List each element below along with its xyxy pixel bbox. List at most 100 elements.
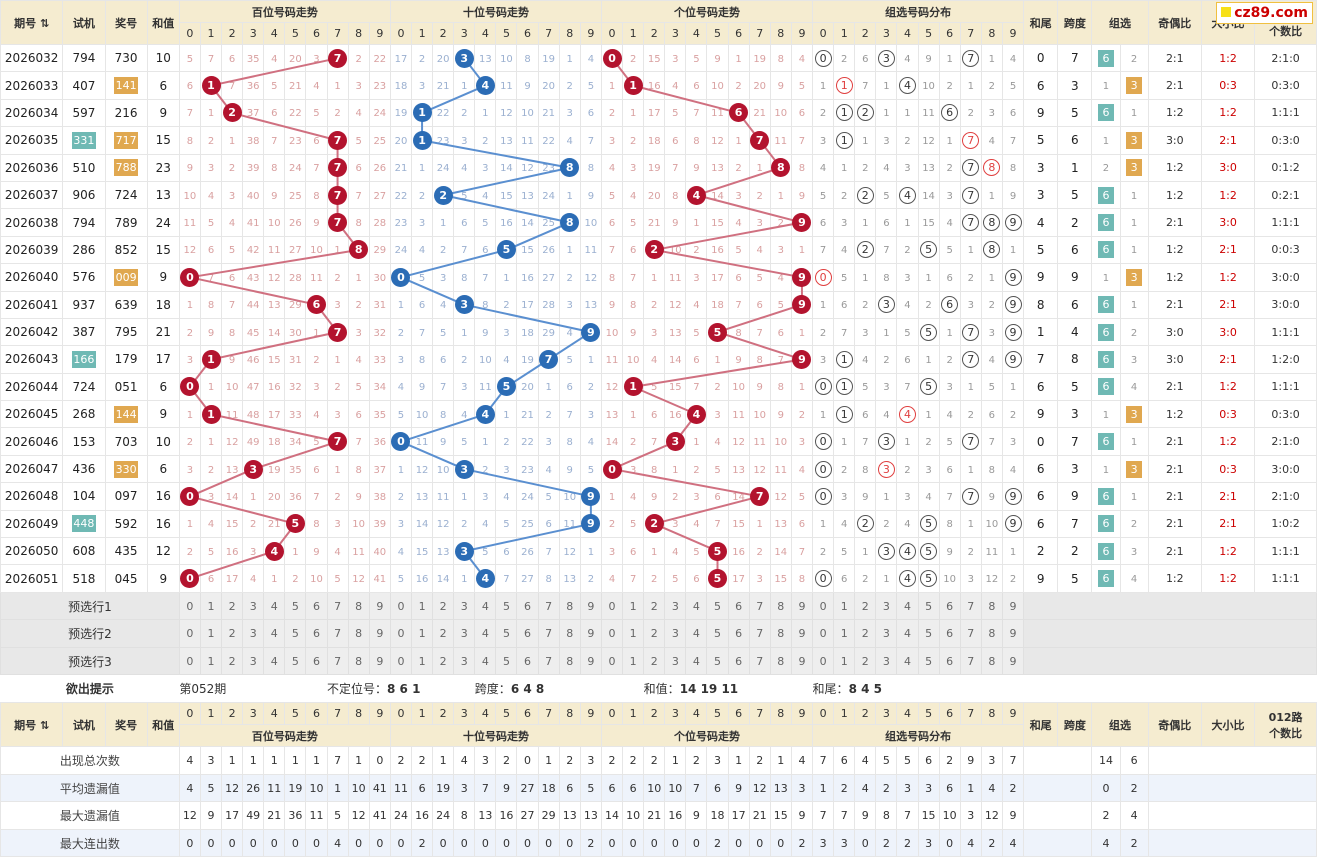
preselect-digit[interactable]: 9 xyxy=(368,646,391,676)
preselect-digit[interactable]: 4 xyxy=(685,646,708,676)
preselect-digit[interactable]: 0 xyxy=(389,591,413,621)
preselect-digit[interactable]: 3 xyxy=(453,646,476,676)
preselect-digit[interactable]: 6 xyxy=(938,646,961,676)
preselect-digit[interactable]: 1 xyxy=(622,619,645,648)
preselect-digit[interactable]: 7 xyxy=(748,646,771,676)
preselect-digit[interactable]: 8 xyxy=(347,646,370,676)
preselect-digit[interactable]: 8 xyxy=(558,646,581,676)
preselect-digit[interactable]: 8 xyxy=(980,591,1003,621)
preselect-digit[interactable]: 1 xyxy=(622,591,645,621)
preselect-digit[interactable]: 5 xyxy=(284,591,307,621)
preselect-digit[interactable]: 9 xyxy=(790,619,814,648)
preselect-digit[interactable]: 6 xyxy=(727,591,750,621)
preselect-digit[interactable]: 2 xyxy=(221,646,244,676)
preselect-digit[interactable]: 6 xyxy=(305,619,328,648)
preselect-digit[interactable]: 8 xyxy=(769,591,792,621)
preselect-digit[interactable]: 4 xyxy=(263,646,286,676)
preselect-digit[interactable]: 3 xyxy=(242,646,265,676)
preselect-digit[interactable]: 7 xyxy=(959,619,982,648)
preselect-digit[interactable]: 5 xyxy=(706,591,729,621)
preselect-digit[interactable]: 4 xyxy=(474,591,497,621)
preselect-digit[interactable]: 2 xyxy=(432,591,455,621)
preselect-digit[interactable]: 7 xyxy=(748,591,771,621)
preselect-digit[interactable]: 2 xyxy=(432,646,455,676)
preselect-digit[interactable]: 0 xyxy=(389,619,413,648)
preselect-digit[interactable]: 9 xyxy=(579,591,602,621)
preselect-digit[interactable]: 5 xyxy=(917,619,940,648)
preselect-digit[interactable]: 8 xyxy=(980,619,1003,648)
preselect-digit[interactable]: 5 xyxy=(706,646,729,676)
preselect-digit[interactable]: 7 xyxy=(326,646,349,676)
preselect-digit[interactable]: 9 xyxy=(1001,591,1025,621)
preselect-digit[interactable]: 5 xyxy=(495,591,518,621)
preselect-digit[interactable]: 2 xyxy=(643,619,666,648)
preselect-digit[interactable]: 6 xyxy=(305,646,328,676)
preselect-digit[interactable]: 2 xyxy=(432,619,455,648)
preselect-digit[interactable]: 1 xyxy=(833,619,856,648)
preselect-digit[interactable]: 1 xyxy=(411,591,434,621)
preselect-digit[interactable]: 3 xyxy=(875,619,898,648)
preselect-digit[interactable]: 9 xyxy=(1001,646,1025,676)
preselect-digit[interactable]: 5 xyxy=(917,591,940,621)
preselect-digit[interactable]: 8 xyxy=(769,646,792,676)
preselect-digit[interactable]: 4 xyxy=(896,591,919,621)
preselect-digit[interactable]: 3 xyxy=(875,591,898,621)
preselect-digit[interactable]: 3 xyxy=(664,591,687,621)
preselect-digit[interactable]: 5 xyxy=(706,619,729,648)
preselect-digit[interactable]: 6 xyxy=(516,619,539,648)
preselect-digit[interactable]: 0 xyxy=(812,591,835,621)
preselect-digit[interactable]: 7 xyxy=(537,646,560,676)
preselect-digit[interactable]: 0 xyxy=(178,591,201,621)
preselect-digit[interactable]: 6 xyxy=(516,646,539,676)
preselect-digit[interactable]: 3 xyxy=(242,619,265,648)
preselect-digit[interactable]: 2 xyxy=(854,646,877,676)
preselect-digit[interactable]: 3 xyxy=(664,646,687,676)
preselect-digit[interactable]: 0 xyxy=(600,591,624,621)
preselect-digit[interactable]: 6 xyxy=(516,591,539,621)
preselect-digit[interactable]: 0 xyxy=(178,619,201,648)
preselect-digit[interactable]: 8 xyxy=(769,619,792,648)
preselect-digit[interactable]: 3 xyxy=(875,646,898,676)
period-header[interactable]: 期号 ⇅ xyxy=(0,0,64,45)
preselect-digit[interactable]: 0 xyxy=(178,646,201,676)
preselect-digit[interactable]: 8 xyxy=(558,591,581,621)
site-logo[interactable]: cz89.com xyxy=(1216,2,1313,24)
preselect-digit[interactable]: 1 xyxy=(199,619,223,648)
preselect-digit[interactable]: 3 xyxy=(453,619,476,648)
preselect-digit[interactable]: 2 xyxy=(854,591,877,621)
preselect-digit[interactable]: 6 xyxy=(727,619,750,648)
preselect-digit[interactable]: 0 xyxy=(600,646,624,676)
preselect-digit[interactable]: 1 xyxy=(199,646,223,676)
preselect-digit[interactable]: 9 xyxy=(579,619,602,648)
preselect-digit[interactable]: 7 xyxy=(326,619,349,648)
preselect-digit[interactable]: 4 xyxy=(474,619,497,648)
preselect-digit[interactable]: 8 xyxy=(980,646,1003,676)
preselect-digit[interactable]: 6 xyxy=(938,591,961,621)
preselect-digit[interactable]: 1 xyxy=(199,591,223,621)
preselect-digit[interactable]: 9 xyxy=(579,646,602,676)
preselect-digit[interactable]: 9 xyxy=(790,646,814,676)
preselect-digit[interactable]: 2 xyxy=(643,646,666,676)
preselect-digit[interactable]: 4 xyxy=(263,619,286,648)
preselect-digit[interactable]: 6 xyxy=(727,646,750,676)
preselect-digit[interactable]: 5 xyxy=(495,619,518,648)
preselect-digit[interactable]: 9 xyxy=(790,591,814,621)
period-header[interactable]: 期号 ⇅ xyxy=(0,702,64,748)
preselect-digit[interactable]: 4 xyxy=(263,591,286,621)
preselect-digit[interactable]: 2 xyxy=(221,591,244,621)
preselect-digit[interactable]: 5 xyxy=(284,619,307,648)
preselect-digit[interactable]: 4 xyxy=(474,646,497,676)
preselect-digit[interactable]: 7 xyxy=(326,591,349,621)
preselect-digit[interactable]: 0 xyxy=(812,646,835,676)
preselect-digit[interactable]: 6 xyxy=(938,619,961,648)
preselect-digit[interactable]: 2 xyxy=(854,619,877,648)
preselect-digit[interactable]: 3 xyxy=(453,591,476,621)
preselect-digit[interactable]: 4 xyxy=(685,619,708,648)
preselect-digit[interactable]: 7 xyxy=(748,619,771,648)
preselect-digit[interactable]: 6 xyxy=(305,591,328,621)
preselect-digit[interactable]: 7 xyxy=(959,591,982,621)
preselect-digit[interactable]: 1 xyxy=(622,646,645,676)
preselect-digit[interactable]: 4 xyxy=(685,591,708,621)
preselect-digit[interactable]: 2 xyxy=(643,591,666,621)
preselect-digit[interactable]: 3 xyxy=(242,591,265,621)
